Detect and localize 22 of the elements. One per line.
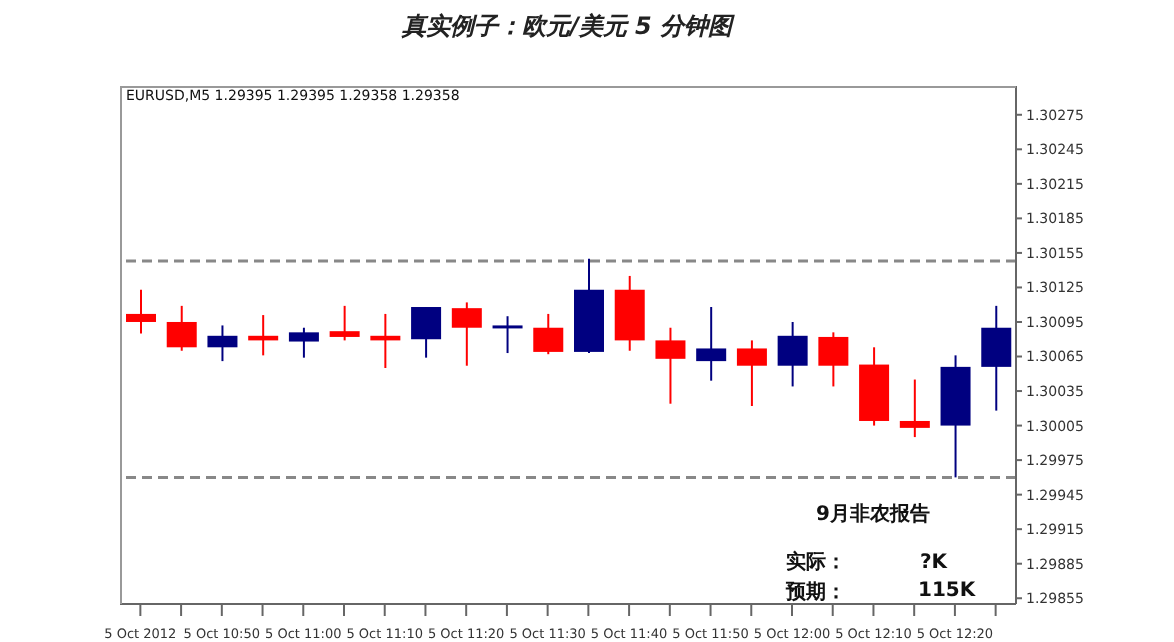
- candlestick: [655, 326, 686, 405]
- candlestick: [288, 326, 319, 359]
- annotation: 9月非农报告: [816, 501, 930, 528]
- candlestick: [533, 312, 564, 356]
- candlestick: [207, 324, 238, 363]
- candlestick: [492, 315, 523, 355]
- chart-title: 真实例子：欧元/美元 5 分钟图: [399, 10, 737, 44]
- annotation: 实际：: [786, 548, 846, 576]
- candlestick: [736, 339, 767, 408]
- annotation: ?K: [920, 552, 948, 574]
- candlestick: [818, 331, 849, 388]
- candlestick: [696, 306, 727, 382]
- annotation: 预期：: [786, 579, 846, 606]
- annotation: 115K: [918, 580, 976, 602]
- candlestick: [329, 304, 360, 342]
- candlestick: [451, 301, 482, 367]
- candlestick: [981, 304, 1012, 412]
- candlestick: [126, 288, 156, 335]
- candlestick: [411, 306, 442, 359]
- candlestick: [166, 304, 197, 352]
- candlestick: [777, 320, 808, 388]
- candlestick: [899, 378, 930, 439]
